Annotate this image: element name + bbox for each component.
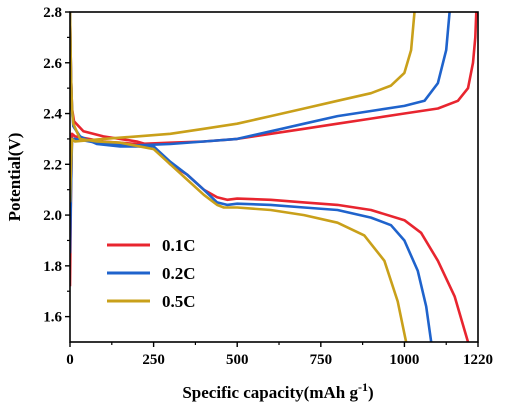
x-tick-label: 1000	[389, 352, 419, 368]
legend-label-0-5c: 0.5C	[162, 292, 196, 311]
y-tick-label: 2.8	[43, 5, 62, 21]
x-tick-label: 0	[66, 352, 74, 368]
series-0-2c-charge-line	[70, 12, 451, 254]
x-axis: 0 250 500 750 1000 1220	[66, 342, 493, 368]
y-tick-label: 1.8	[43, 259, 62, 275]
x-tick-label: 500	[226, 352, 249, 368]
legend-label-0-2c: 0.2C	[162, 264, 196, 283]
y-tick-label: 1.6	[43, 310, 62, 326]
x-tick-label: 750	[310, 352, 333, 368]
x-axis-title-main: Specific capacity(mAh g	[182, 383, 358, 402]
curves-layer	[70, 12, 478, 342]
legend-label-0-1c: 0.1C	[162, 236, 196, 255]
series-0-5c-charge-line	[70, 12, 416, 203]
y-tick-label: 2.2	[43, 157, 62, 173]
y-tick-label: 2.4	[43, 107, 62, 123]
y-axis-title: Potential(V)	[5, 133, 24, 222]
series-0-2c-discharge-line	[70, 12, 433, 342]
x-axis-title-sup: -1	[358, 380, 368, 394]
y-tick-label: 2.0	[43, 208, 62, 224]
legend: 0.1C 0.2C 0.5C	[107, 236, 196, 311]
x-axis-title-close: )	[368, 383, 374, 402]
series-0-5c-discharge-line	[70, 12, 408, 342]
plot-frame	[69, 11, 479, 343]
series-0-1c-discharge-line	[70, 12, 470, 342]
x-tick-label: 1220	[463, 352, 493, 368]
y-axis: 1.6 1.8 2.0 2.2 2.4 2.6 2.8	[43, 5, 70, 326]
x-axis-title: Specific capacity(mAh g-1)	[182, 380, 373, 402]
y-tick-label: 2.6	[43, 56, 62, 72]
x-tick-label: 250	[142, 352, 165, 368]
